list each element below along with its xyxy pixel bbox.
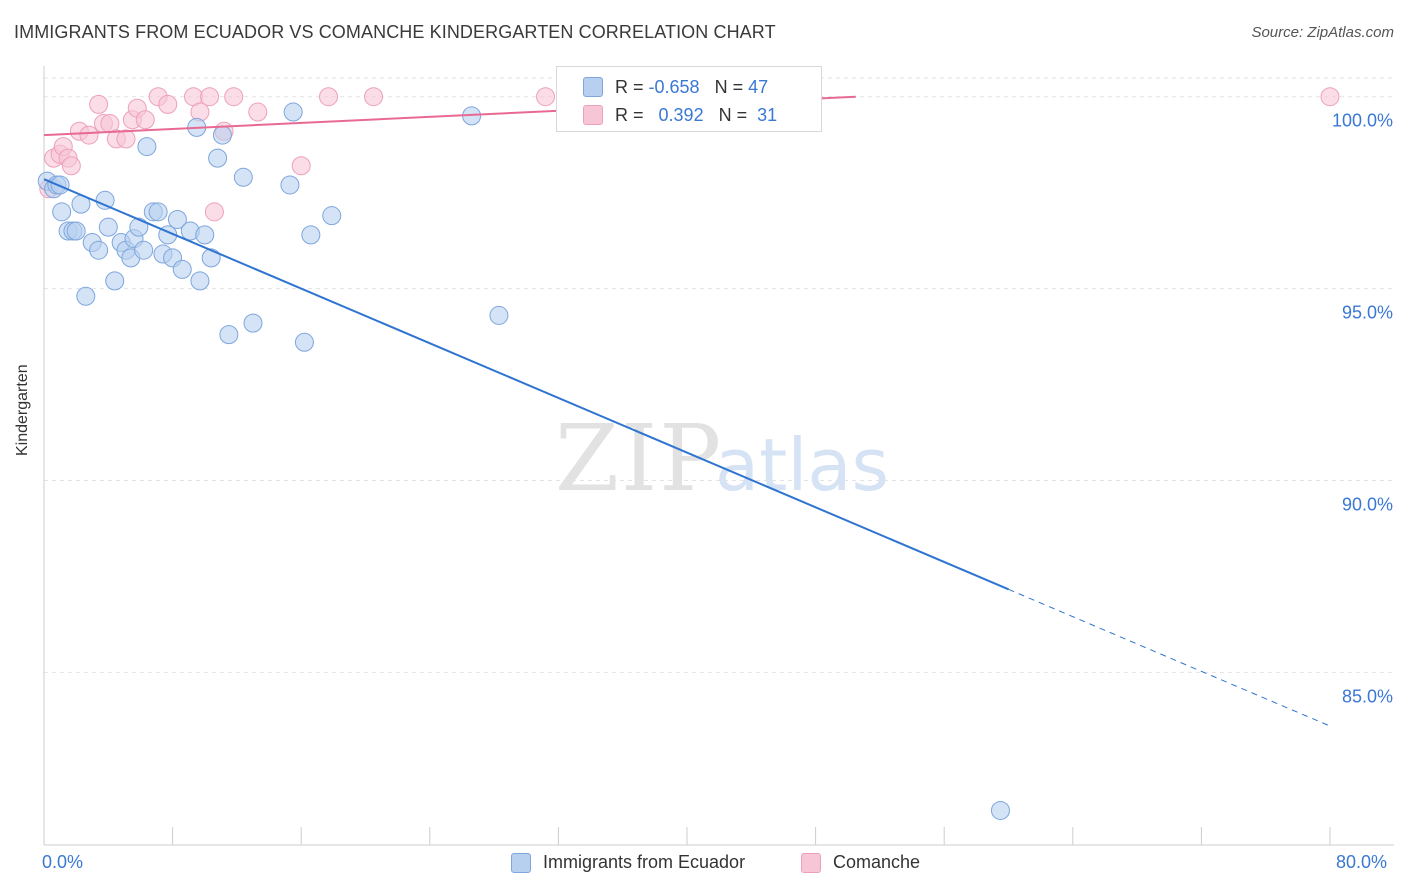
comanche-point [89,94,109,114]
r-label: R = [615,76,649,97]
ecuador-point [95,190,115,210]
comanche-point [200,87,220,107]
comanche-point [79,125,99,145]
legend-stats-comanche: R = 0.392 N = 31 [615,105,777,126]
n-value-ecuador: 47 [748,76,769,97]
legend-stats-ecuador: R = -0.658 N = 47 [615,77,768,98]
comanche-point [319,87,339,107]
ecuador-point [172,259,192,279]
legend-swatch-ecuador [511,852,531,873]
r-value-ecuador: -0.658 [648,76,700,97]
comanche-point [116,129,136,149]
legend-label-comanche: Comanche [833,852,921,872]
chart-title: IMMIGRANTS FROM ECUADOR VS COMANCHE KIND… [14,22,776,42]
ecuador-point [148,202,168,222]
x-tick-label-min: 0.0% [42,852,84,872]
watermark: ZIP atlas [555,405,889,512]
ecuador-point [233,167,253,187]
comanche-point [536,87,556,107]
ecuador-point [489,305,509,325]
ecuador-point [208,148,228,168]
series-legend: Immigrants from Ecuador Comanche [0,852,1406,876]
y-tick-label: 85.0% [1342,686,1393,706]
comanche-point [135,110,155,130]
comanche-point [248,102,268,122]
y-tick-labels: 85.0% 90.0% 95.0% 100.0% [1332,111,1393,707]
comanche-point [291,156,311,176]
n-value-comanche: 31 [757,104,778,125]
watermark-zip: ZIP [555,405,723,512]
legend-swatch-comanche [583,105,603,125]
ecuador-point [89,240,109,260]
ecuador-point [322,206,342,226]
comanche-point [190,102,210,122]
ecuador-point [195,225,215,245]
ecuador-point [301,225,321,245]
legend-swatch-comanche [801,852,821,873]
y-tick-label: 100.0% [1332,111,1393,131]
ecuador-point [167,209,187,229]
comanche-point [364,87,384,107]
ecuador-point [66,221,86,241]
ecuador-point [990,800,1010,820]
ecuador-trend-line-projected [1008,588,1331,727]
legend-item-comanche[interactable]: Comanche [801,852,920,873]
comanche-point [224,87,244,107]
comanche-point [61,156,81,176]
n-label: N = [714,76,749,97]
watermark-atlas: atlas [715,423,889,507]
legend-item-ecuador[interactable]: Immigrants from Ecuador [511,852,745,873]
ecuador-point [76,286,96,306]
ecuador-point [201,248,221,268]
n-label: N = [718,104,753,125]
ecuador-trend-line [43,178,1009,591]
comanche-point [158,94,178,114]
comanche-point [204,202,224,222]
r-label: R = [615,104,649,125]
ecuador-point [243,313,263,333]
ecuador-point [105,271,125,291]
legend-swatch-ecuador [583,77,603,97]
source-label: Source: ZipAtlas.com [1251,24,1394,41]
ecuador-point [190,271,210,291]
ecuador-point [280,175,300,195]
ecuador-point [129,217,149,237]
y-tick-label: 90.0% [1342,494,1393,514]
r-value-comanche: 0.392 [658,104,704,125]
legend-label-ecuador: Immigrants from Ecuador [543,852,746,872]
x-tick-label-max: 80.0% [1336,852,1388,872]
ecuador-point [137,137,157,157]
ecuador-point [212,125,232,145]
correlation-legend: R = -0.658 N = 47 R = 0.392 N = 31 [556,66,822,132]
ecuador-point [219,325,239,345]
comanche-point [1320,87,1340,107]
ecuador-point [283,102,303,122]
ecuador-point [98,217,118,237]
comanche-points [39,87,1340,222]
grid [44,77,1394,673]
ecuador-point [134,240,154,260]
y-tick-label: 95.0% [1342,303,1393,323]
ecuador-point [52,202,72,222]
ecuador-point [294,332,314,352]
